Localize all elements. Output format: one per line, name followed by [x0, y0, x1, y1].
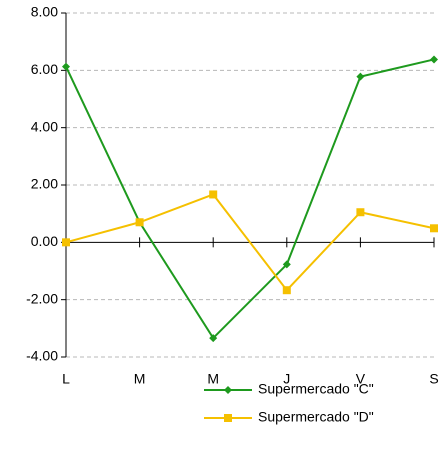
point	[62, 62, 70, 71]
point	[430, 224, 438, 233]
y-tick-label: 0.00	[31, 233, 58, 249]
x-tick-label: S	[429, 371, 438, 387]
y-tick-label: -4.00	[26, 348, 58, 364]
x-tick-label: L	[62, 371, 70, 387]
series-line	[65, 58, 435, 340]
x-tick-label: J	[283, 371, 290, 387]
legend-label: Supermercado "C"	[258, 381, 374, 397]
x-tick-label: V	[356, 371, 366, 387]
y-tick-label: 8.00	[31, 4, 58, 20]
legend-marker	[224, 414, 232, 422]
point	[430, 55, 438, 64]
point	[135, 218, 144, 227]
point	[209, 190, 218, 199]
point	[282, 260, 291, 269]
series-line	[65, 193, 435, 292]
point	[282, 286, 291, 295]
y-tick-label: 2.00	[31, 176, 58, 192]
point	[356, 72, 365, 81]
y-tick-label: -2.00	[26, 290, 58, 306]
point	[356, 208, 365, 217]
y-tick-label: 6.00	[31, 61, 58, 77]
x-tick-label: M	[207, 371, 219, 387]
legend-label: Supermercado "D"	[258, 409, 374, 425]
legend-marker	[224, 386, 232, 394]
x-tick-label: M	[134, 371, 146, 387]
point	[209, 334, 218, 343]
point	[62, 238, 70, 247]
y-tick-label: 4.00	[31, 118, 58, 134]
